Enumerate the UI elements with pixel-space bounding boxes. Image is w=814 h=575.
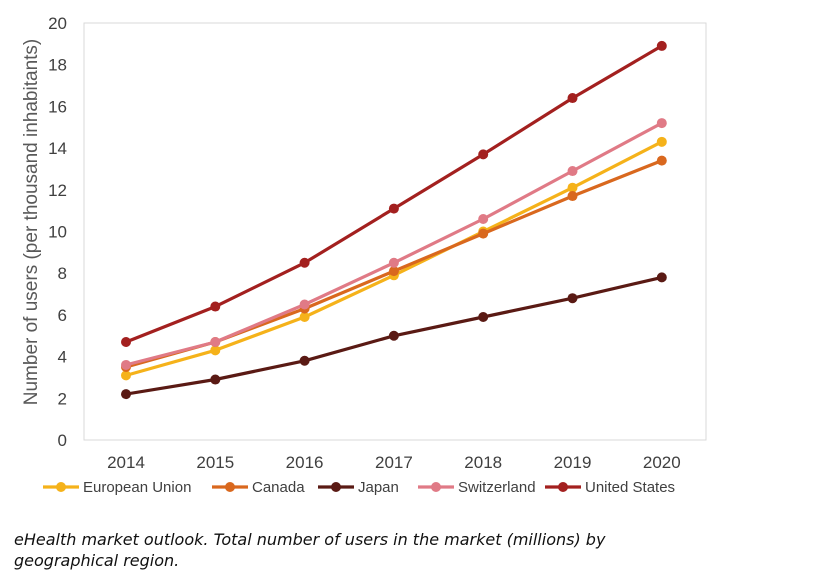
legend-label: Japan: [358, 479, 399, 496]
data-point-european-union: [567, 182, 578, 193]
y-tick-label: 0: [58, 431, 67, 450]
data-point-european-union: [121, 370, 131, 381]
legend-item-united-states: United States: [545, 479, 675, 496]
data-point-switzerland: [656, 118, 667, 129]
y-axis-label: Number of users (per thousand inhabitant…: [21, 39, 42, 405]
data-point-united-states: [210, 301, 221, 312]
series-japan: [121, 272, 667, 400]
legend: European Union Canada Japan Switzerland Unit…: [43, 479, 675, 496]
x-tick-label: 2019: [554, 453, 592, 472]
legend-item-canada: Canada: [212, 479, 305, 496]
x-axis-ticks: 2014 2015 2016 2017 2018 2019 2020: [107, 453, 681, 472]
legend-label: Switzerland: [458, 479, 536, 496]
data-point-united-states: [478, 149, 489, 160]
series-layer: [121, 40, 667, 400]
y-tick-label: 12: [48, 181, 67, 200]
data-point-canada: [388, 266, 399, 277]
legend-item-european-union: European Union: [43, 479, 191, 496]
x-tick-label: 2016: [286, 453, 324, 472]
data-point-switzerland: [121, 359, 131, 370]
data-point-canada: [656, 155, 667, 166]
data-point-switzerland: [388, 257, 399, 268]
series-united-states: [121, 40, 667, 348]
data-point-european-union: [299, 311, 310, 322]
y-tick-label: 20: [48, 14, 67, 33]
data-point-switzerland: [299, 299, 310, 310]
series-switzerland: [121, 118, 667, 370]
y-axis-ticks: 0 2 4 6 8 10 12 14 16 18 20: [48, 14, 67, 450]
legend-item-japan: Japan: [318, 479, 399, 496]
y-tick-label: 2: [58, 389, 67, 408]
plot-area-frame: [83, 22, 707, 441]
y-tick-label: 18: [48, 56, 67, 75]
legend-item-switzerland: Switzerland: [418, 479, 536, 496]
data-point-canada: [478, 228, 489, 239]
legend-label: United States: [585, 479, 675, 496]
legend-marker: [225, 482, 235, 492]
data-point-united-states: [388, 203, 399, 214]
legend-marker: [431, 482, 441, 492]
y-tick-label: 16: [48, 97, 67, 116]
data-point-japan: [388, 330, 399, 341]
data-point-japan: [299, 355, 310, 366]
data-point-united-states: [656, 40, 667, 51]
legend-label: Canada: [252, 479, 305, 496]
data-point-united-states: [567, 93, 578, 104]
x-tick-label: 2018: [464, 453, 502, 472]
data-point-canada: [567, 191, 578, 202]
data-point-switzerland: [210, 337, 221, 348]
legend-marker: [331, 482, 341, 492]
data-point-united-states: [121, 337, 131, 348]
data-point-european-union: [210, 345, 221, 356]
data-point-united-states: [299, 257, 310, 268]
y-tick-label: 4: [58, 348, 67, 367]
x-tick-label: 2020: [643, 453, 681, 472]
x-tick-label: 2017: [375, 453, 413, 472]
x-tick-label: 2014: [107, 453, 145, 472]
figure-caption: eHealth market outlook. Total number of …: [14, 530, 606, 570]
data-point-european-union: [656, 136, 667, 147]
data-point-japan: [567, 293, 578, 304]
series-line-switzerland: [124, 121, 664, 367]
legend-marker: [558, 482, 568, 492]
data-point-japan: [478, 311, 489, 322]
legend-label: European Union: [83, 479, 191, 496]
y-tick-label: 8: [58, 264, 67, 283]
data-point-switzerland: [567, 166, 578, 177]
y-tick-label: 14: [48, 139, 67, 158]
data-point-switzerland: [478, 213, 489, 224]
data-point-japan: [656, 272, 667, 283]
legend-marker: [56, 482, 66, 492]
x-tick-label: 2015: [196, 453, 234, 472]
y-tick-label: 10: [48, 223, 67, 242]
y-tick-label: 6: [58, 306, 67, 325]
data-point-japan: [210, 374, 221, 385]
data-point-japan: [121, 389, 131, 400]
